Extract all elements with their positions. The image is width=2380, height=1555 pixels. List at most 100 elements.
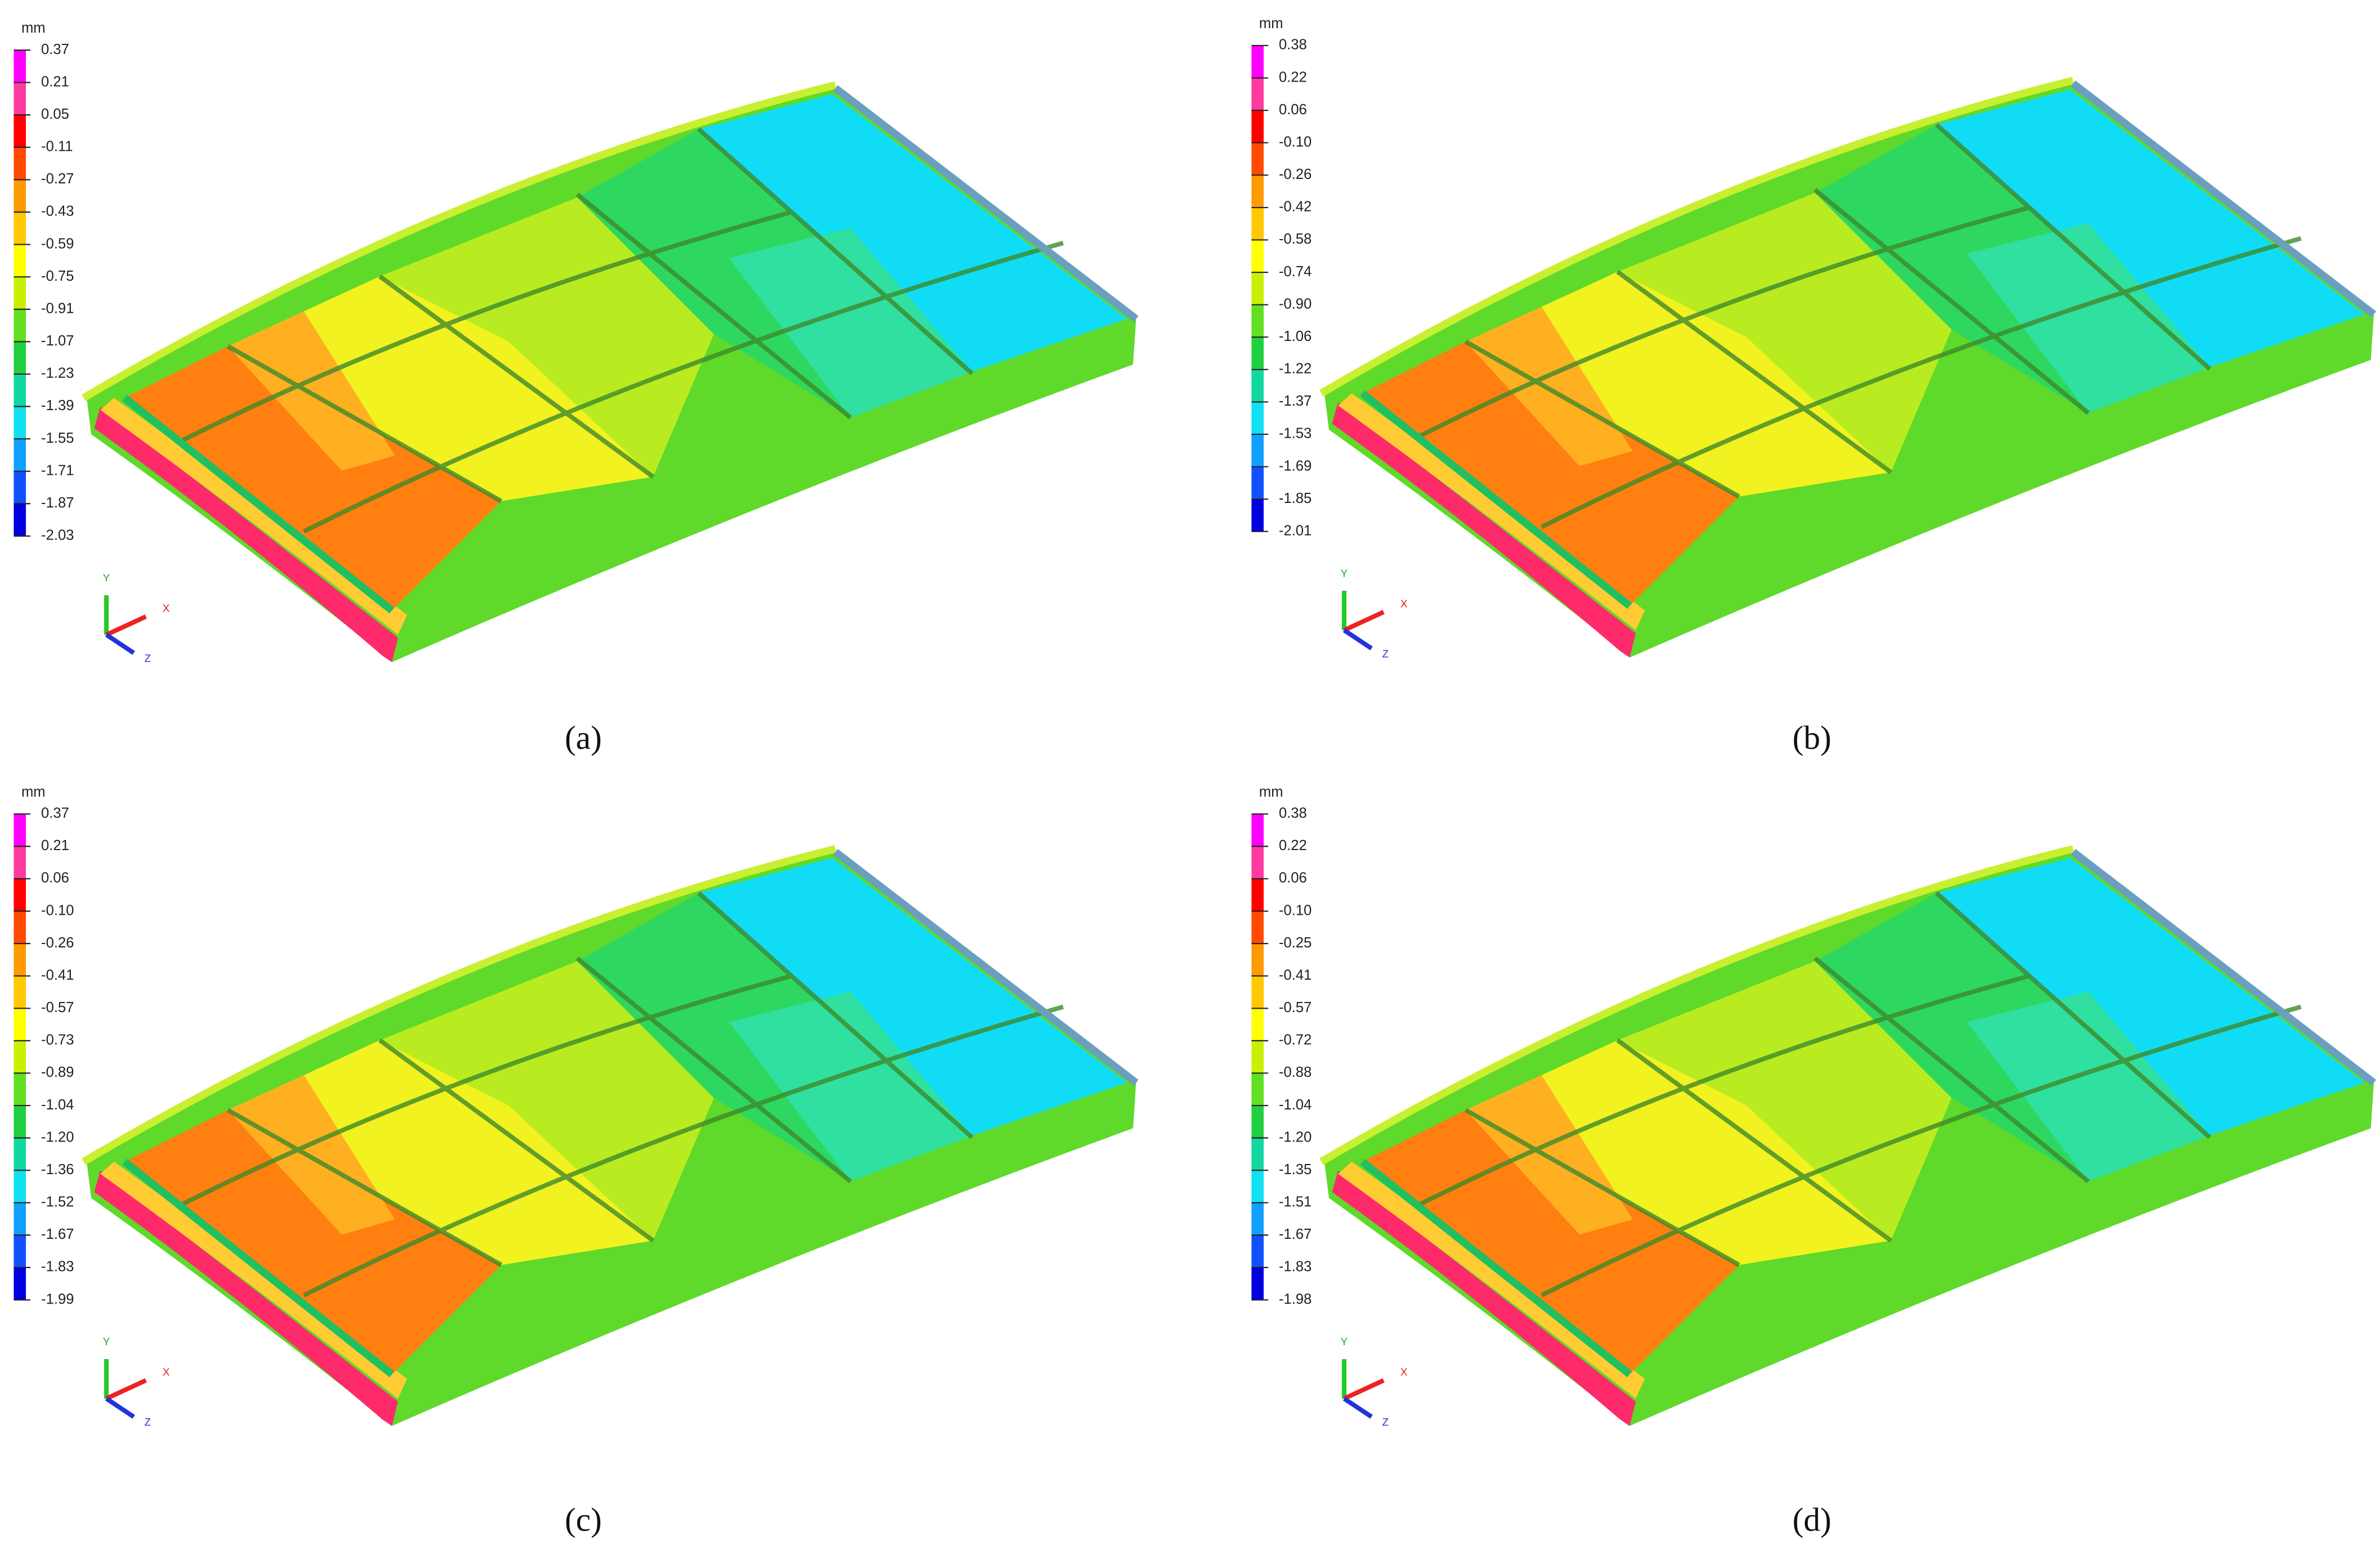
legend-label: -0.11 [41, 139, 73, 155]
legend-label: -1.87 [41, 495, 74, 511]
legend-band [14, 504, 26, 537]
triad-label-y: Y [1341, 1336, 1348, 1348]
legend-label: -1.04 [41, 1097, 74, 1113]
legend-label: -0.26 [41, 935, 74, 951]
legend-band [14, 1170, 26, 1203]
legend-label: -0.89 [41, 1064, 74, 1080]
legend-band [1251, 1040, 1264, 1074]
legend-unit: mm [1259, 16, 1283, 32]
legend-label: -1.37 [1279, 393, 1312, 409]
legend-band [1251, 45, 1264, 79]
plate-model [84, 85, 1137, 662]
legend-label: -0.10 [1279, 134, 1312, 150]
triad-x [1343, 1378, 1385, 1401]
legend-label: 0.38 [1279, 806, 1307, 821]
legend-unit: mm [21, 784, 46, 800]
legend-band [14, 878, 26, 912]
legend-band [1251, 1008, 1264, 1041]
triad-label-y: Y [103, 572, 110, 584]
legend-band [14, 1235, 26, 1268]
legend-label: 0.06 [1279, 102, 1307, 118]
panel-caption: (c) [565, 1501, 602, 1538]
legend-band [1251, 142, 1264, 176]
legend-label: -1.35 [1279, 1162, 1312, 1178]
legend-band [1251, 1202, 1264, 1236]
panel-caption: (a) [565, 719, 602, 756]
triad-label-z: Z [145, 653, 151, 664]
legend-label: -1.20 [1279, 1129, 1312, 1145]
triad-label-x: X [163, 603, 170, 614]
legend-label: -1.53 [1279, 426, 1312, 442]
legend-label: -0.41 [1279, 967, 1312, 983]
legend-band [14, 1138, 26, 1171]
legend-label: -1.52 [41, 1194, 74, 1210]
legend-label: 0.37 [41, 42, 69, 57]
legend-label: 0.22 [1279, 838, 1307, 853]
legend-label: -2.03 [41, 528, 74, 543]
legend-label: -0.74 [1279, 264, 1312, 280]
triad-label-y: Y [1341, 568, 1348, 579]
legend-band [14, 277, 26, 310]
triad-label-x: X [1400, 1367, 1408, 1378]
legend-label: -1.51 [1279, 1194, 1312, 1210]
panel: mm 0.38 0.22 0.06 -0.10 -0.25 -0.41 -0.57 -0.72 -… [1251, 784, 2374, 1428]
legend-label: -0.59 [41, 236, 74, 251]
legend-label: -0.73 [41, 1032, 74, 1048]
legend-band [14, 1267, 26, 1301]
legend-band [14, 244, 26, 277]
legend-band [1251, 911, 1264, 944]
legend-band [14, 1202, 26, 1236]
legend-band [14, 115, 26, 148]
legend-label: -1.71 [41, 462, 74, 478]
triad-x [105, 1378, 147, 1401]
legend-label: -2.01 [1279, 523, 1312, 538]
legend-band [14, 1008, 26, 1041]
legend-band [1251, 1073, 1264, 1106]
legend-label: -0.41 [41, 967, 74, 983]
panel: mm 0.37 0.21 0.06 -0.10 -0.26 -0.41 -0.57 -0.73 -… [14, 784, 1136, 1428]
legend-label: -0.58 [1279, 231, 1312, 247]
legend-band [1251, 943, 1264, 977]
legend-label: -1.83 [1279, 1259, 1312, 1275]
legend-band [1251, 1235, 1264, 1268]
legend-label: -0.42 [1279, 199, 1312, 215]
triad-z [105, 632, 135, 655]
axis-triad: Y X Z [103, 572, 170, 664]
triad-z [1342, 1396, 1373, 1419]
legend-label: -0.10 [41, 902, 74, 918]
panel-caption: (b) [1793, 719, 1831, 756]
legend-label: 0.22 [1279, 69, 1307, 85]
legend-band [1251, 337, 1264, 370]
legend-label: -1.20 [41, 1129, 74, 1145]
legend-band [1251, 1267, 1264, 1301]
legend-label: -1.39 [41, 398, 74, 414]
legend-band [14, 147, 26, 181]
legend-band [14, 309, 26, 343]
legend-band [14, 406, 26, 439]
legend-band [1251, 402, 1264, 435]
legend-band [1251, 110, 1264, 143]
plate-model [1321, 80, 2374, 658]
legend-band [1251, 1105, 1264, 1139]
panel: mm 0.38 0.22 0.06 -0.10 -0.26 -0.42 -0.58 -0.74 -… [1251, 16, 2374, 660]
legend-label: -1.69 [1279, 458, 1312, 474]
legend-band [14, 82, 26, 116]
triad-label-x: X [163, 1367, 170, 1378]
legend-label: -1.36 [41, 1162, 74, 1178]
axis-triad: Y X Z [103, 1336, 170, 1428]
legend-label: -1.67 [41, 1226, 74, 1242]
legend-label: -1.04 [1279, 1097, 1312, 1113]
legend-label: -1.85 [1279, 491, 1312, 506]
panel-caption: (d) [1793, 1501, 1831, 1538]
legend-band [1251, 240, 1264, 273]
legend-label: -0.90 [1279, 296, 1312, 312]
triad-x [1343, 610, 1385, 632]
triad-label-z: Z [1382, 1417, 1389, 1428]
legend-band [1251, 976, 1264, 1009]
legend-label: 0.06 [1279, 870, 1307, 886]
legend-band [14, 50, 26, 83]
triad-label-z: Z [145, 1417, 151, 1428]
legend-band [14, 341, 26, 375]
triad-z [105, 1396, 135, 1419]
legend-band [1251, 272, 1264, 305]
